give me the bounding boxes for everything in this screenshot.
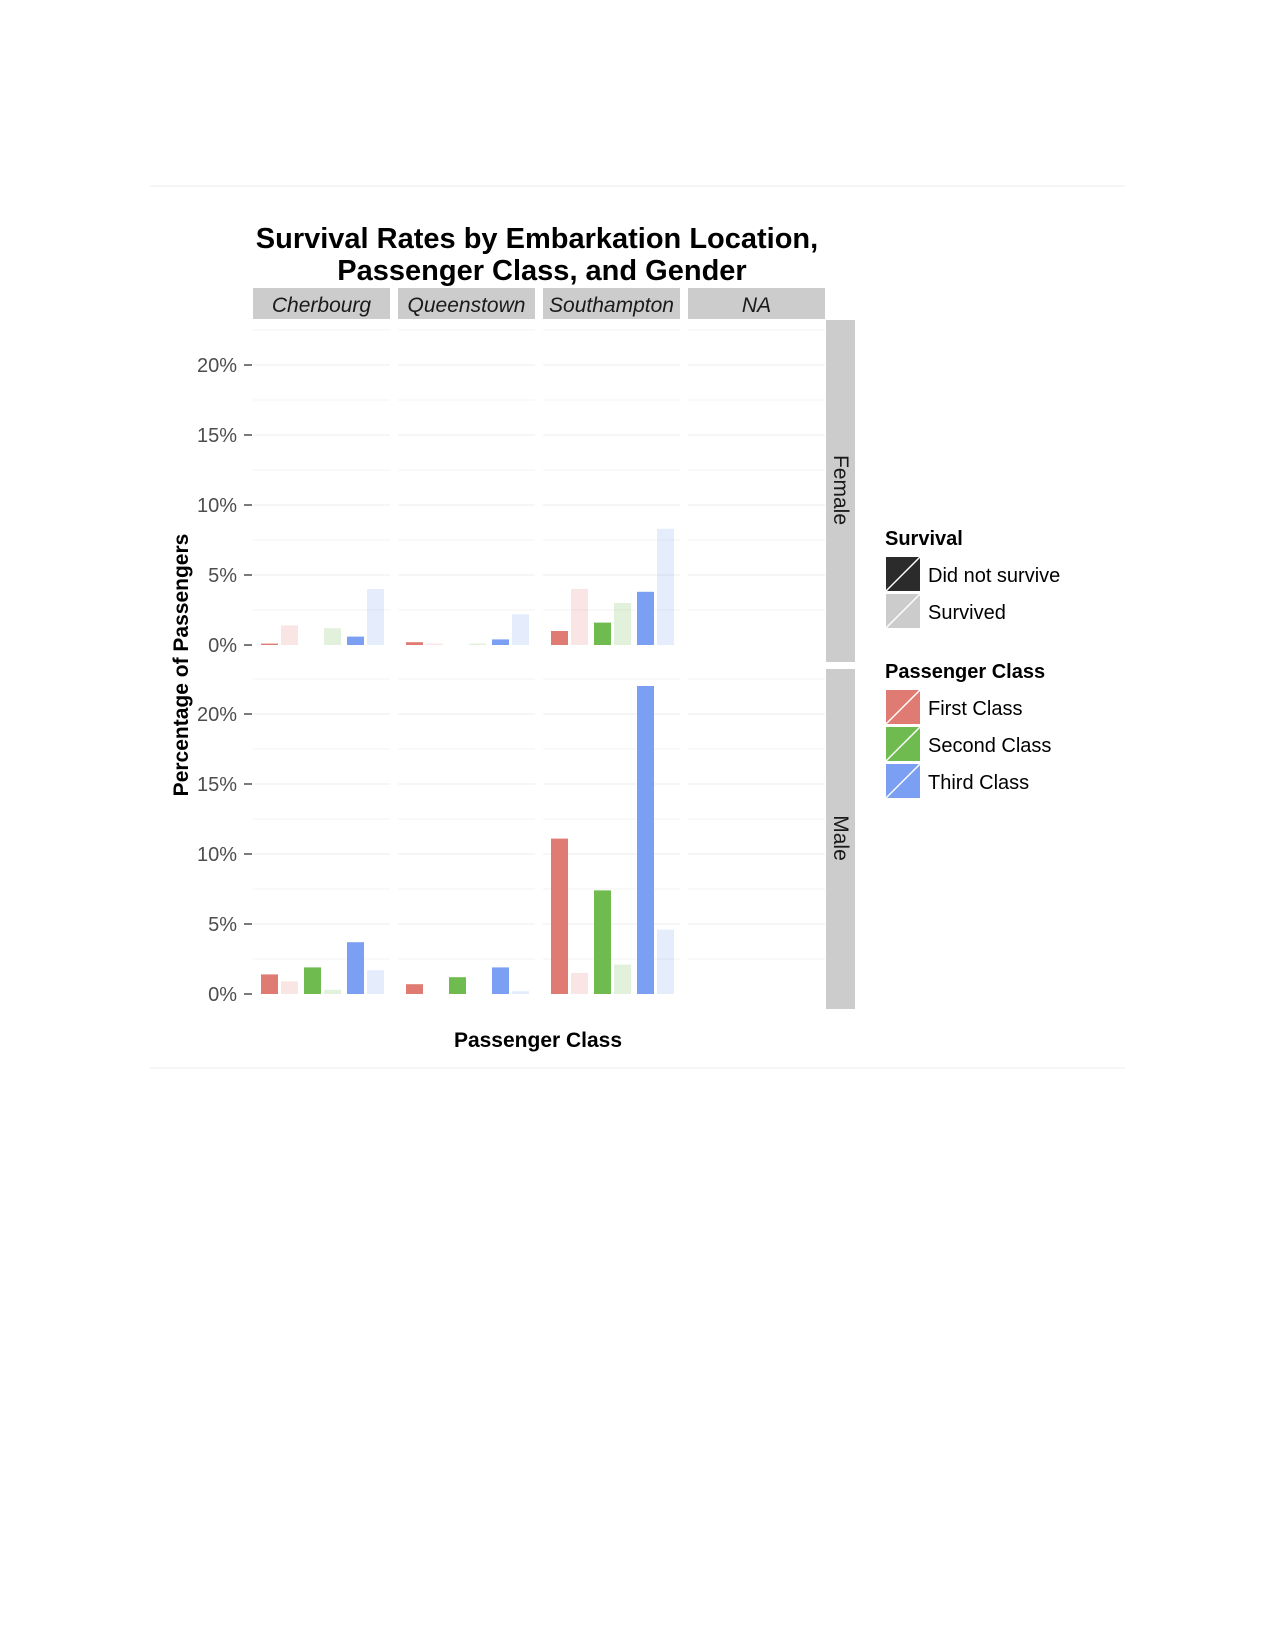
y-tick-label: 0% [208,984,237,1006]
strip-label-female: Female [829,455,852,525]
bar-female-cherbourg-first-class-did-not-survive [261,643,278,645]
panel-female-cherbourg [253,320,390,662]
facet-strips: Cherbourg Queenstown Southampton NA Female Ma… [253,288,855,1009]
bar-female-queenstown-first-class-did-not-survive [406,642,423,645]
bar-female-southampton-third-class-survived [657,528,674,645]
legend-key-first-class: First Class [885,689,1022,725]
bar-female-southampton-first-class-did-not-survive [551,631,568,645]
panel-male-cherbourg [253,669,390,1009]
bar-female-queenstown-second-class-survived [469,643,486,645]
legend-key-second-class: Second Class [885,726,1051,762]
panel-female-queenstown [398,320,535,662]
strip-label-southampton: Southampton [549,294,674,317]
legend-swatch-diagonal [885,593,921,629]
panel-male-na [688,669,825,1009]
bar-female-cherbourg-first-class-survived [281,625,298,645]
panel-background [398,669,535,1009]
y-tick-label: 15% [197,425,237,447]
panel-background [253,320,390,662]
bar-male-queenstown-first-class-did-not-survive [406,984,423,994]
bar-male-cherbourg-third-class-survived [367,970,384,994]
bar-male-queenstown-second-class-did-not-survive [449,977,466,994]
y-tick-label: 5% [208,565,237,587]
bar-male-southampton-first-class-survived [571,973,588,994]
legend-label-survived: Survived [928,602,1006,624]
bar-female-southampton-first-class-survived [571,589,588,645]
bar-female-southampton-second-class-did-not-survive [594,622,611,645]
panel-male-southampton [543,669,680,1009]
bar-male-southampton-second-class-survived [614,964,631,994]
legend-swatch-diagonal [885,556,921,592]
y-axis: 0% 5% 10% 15% 20% 0% 5% 10% 15% 20% [197,355,252,1006]
bar-male-cherbourg-third-class-did-not-survive [347,942,364,994]
panel-background [253,669,390,1009]
strip-label-queenstown: Queenstown [408,294,526,317]
bar-male-cherbourg-first-class-did-not-survive [261,974,278,994]
y-tick-label: 10% [197,844,237,866]
bar-female-queenstown-third-class-survived [512,614,529,645]
bar-male-southampton-third-class-did-not-survive [637,686,654,994]
legend-label-first-class: First Class [928,698,1022,720]
bar-male-cherbourg-second-class-survived [324,989,341,994]
panel-background [688,320,825,662]
bar-female-cherbourg-third-class-did-not-survive [347,636,364,645]
legend: Survival Did not survive Survived Passeng… [885,528,1060,799]
legend-label-second-class: Second Class [928,735,1051,757]
y-tick-label: 20% [197,704,237,726]
strip-queenstown [398,288,535,319]
legend-label-did-not-survive: Did not survive [928,565,1060,587]
legend-swatch-diagonal [885,763,921,799]
y-tick-label: 0% [208,635,237,657]
panel-background [543,320,680,662]
strip-female [826,320,855,662]
legend-survival-keys: Did not survive Survived [885,556,1060,629]
bar-female-queenstown-first-class-survived [426,643,443,645]
bar-male-southampton-first-class-did-not-survive [551,838,568,994]
bar-female-cherbourg-second-class-survived [324,628,341,645]
strip-male [826,669,855,1009]
panel-background [398,320,535,662]
y-axis-title: Percentage of Passengers [170,534,193,797]
strip-cherbourg [253,288,390,319]
bar-female-cherbourg-third-class-survived [367,589,384,645]
strip-label-na: NA [742,294,771,317]
y-tick-label: 10% [197,495,237,517]
y-tick-label: 5% [208,914,237,936]
strip-label-cherbourg: Cherbourg [272,294,372,317]
facet-panels [253,320,825,1009]
bar-female-southampton-second-class-survived [614,603,631,645]
panel-female-southampton [543,320,680,662]
bar-male-southampton-third-class-survived [657,929,674,994]
legend-label-third-class: Third Class [928,772,1029,794]
strip-southampton [543,288,680,319]
bar-female-southampton-third-class-did-not-survive [637,591,654,645]
bar-female-queenstown-third-class-did-not-survive [492,639,509,645]
bar-male-cherbourg-first-class-survived [281,981,298,994]
y-tick-label: 15% [197,774,237,796]
strip-label-male: Male [829,815,852,861]
legend-key-survived: Survived [885,593,1006,629]
chart-title-line-1: Survival Rates by Embarkation Location, [256,223,818,255]
legend-swatch-diagonal [885,689,921,725]
bar-male-cherbourg-second-class-did-not-survive [304,967,321,994]
chart-title-line-2: Passenger Class, and Gender [337,255,746,287]
bar-male-queenstown-third-class-did-not-survive [492,967,509,994]
x-axis-title: Passenger Class [454,1029,622,1052]
panel-female-na [688,320,825,662]
y-tick-label: 20% [197,355,237,377]
legend-swatch-diagonal [885,726,921,762]
legend-key-third-class: Third Class [885,763,1029,799]
legend-key-did-not-survive: Did not survive [885,556,1060,592]
legend-survival-title: Survival [885,528,963,550]
legend-class-keys: First Class Second Class Third Class [885,689,1051,799]
panel-male-queenstown [398,669,535,1009]
bar-male-southampton-second-class-did-not-survive [594,890,611,994]
bar-male-queenstown-third-class-survived [512,991,529,994]
legend-class-title: Passenger Class [885,661,1045,683]
panel-background [688,669,825,1009]
strip-na [688,288,825,319]
